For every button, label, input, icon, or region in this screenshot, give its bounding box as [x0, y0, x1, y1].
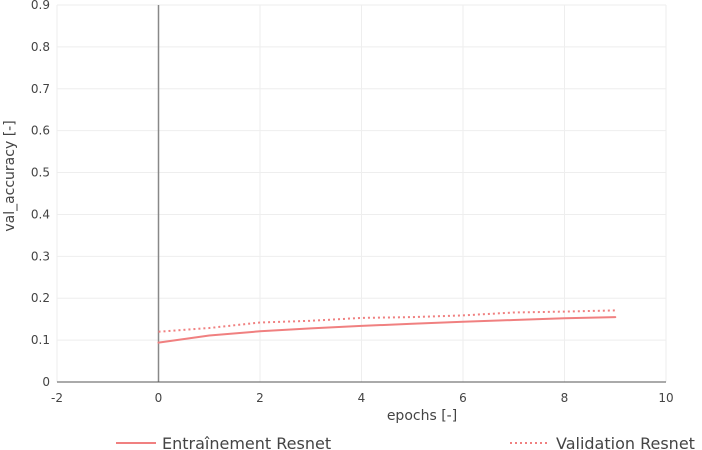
- y-tick-label: 0.2: [31, 291, 50, 305]
- y-tick-label: 0.6: [31, 124, 50, 138]
- x-tick-label: 4: [358, 391, 366, 405]
- y-tick-label: 0.5: [31, 166, 50, 180]
- x-tick-label: -2: [51, 391, 63, 405]
- x-tick-label: 0: [155, 391, 163, 405]
- y-tick-label: 0.3: [31, 249, 50, 263]
- tick-labels: 00.10.20.30.40.50.60.70.80.9-2 0 2 4 6 8 10: [31, 0, 674, 405]
- legend-item-training[interactable]: Entraînement Resnet: [116, 434, 331, 450]
- x-tick-label: 6: [459, 391, 467, 405]
- series-line-validation: [158, 309, 616, 333]
- x-tick-label: 2: [256, 391, 264, 405]
- series-line-training: [157, 316, 617, 344]
- y-axis-title: val_accuracy [-]: [2, 120, 18, 231]
- y-tick-label: 0.7: [31, 82, 50, 96]
- legend-label-validation: Validation Resnet: [556, 434, 695, 450]
- legend-item-validation[interactable]: Validation Resnet: [510, 434, 695, 450]
- legend-label-training: Entraînement Resnet: [162, 434, 331, 450]
- axes: [57, 5, 666, 383]
- y-tick-label: 0.4: [31, 207, 50, 221]
- y-tick-label: 0: [42, 375, 50, 389]
- legend: Entraînement Resnet Validation Resnet: [116, 434, 695, 450]
- y-tick-label: 0.9: [31, 0, 50, 12]
- y-tick-label: 0.1: [31, 333, 50, 347]
- y-tick-label: 0.8: [31, 40, 50, 54]
- x-tick-label: 8: [561, 391, 569, 405]
- series-lines: [157, 309, 617, 344]
- x-tick-label: 10: [658, 391, 673, 405]
- x-axis-title: epochs [-]: [387, 408, 457, 424]
